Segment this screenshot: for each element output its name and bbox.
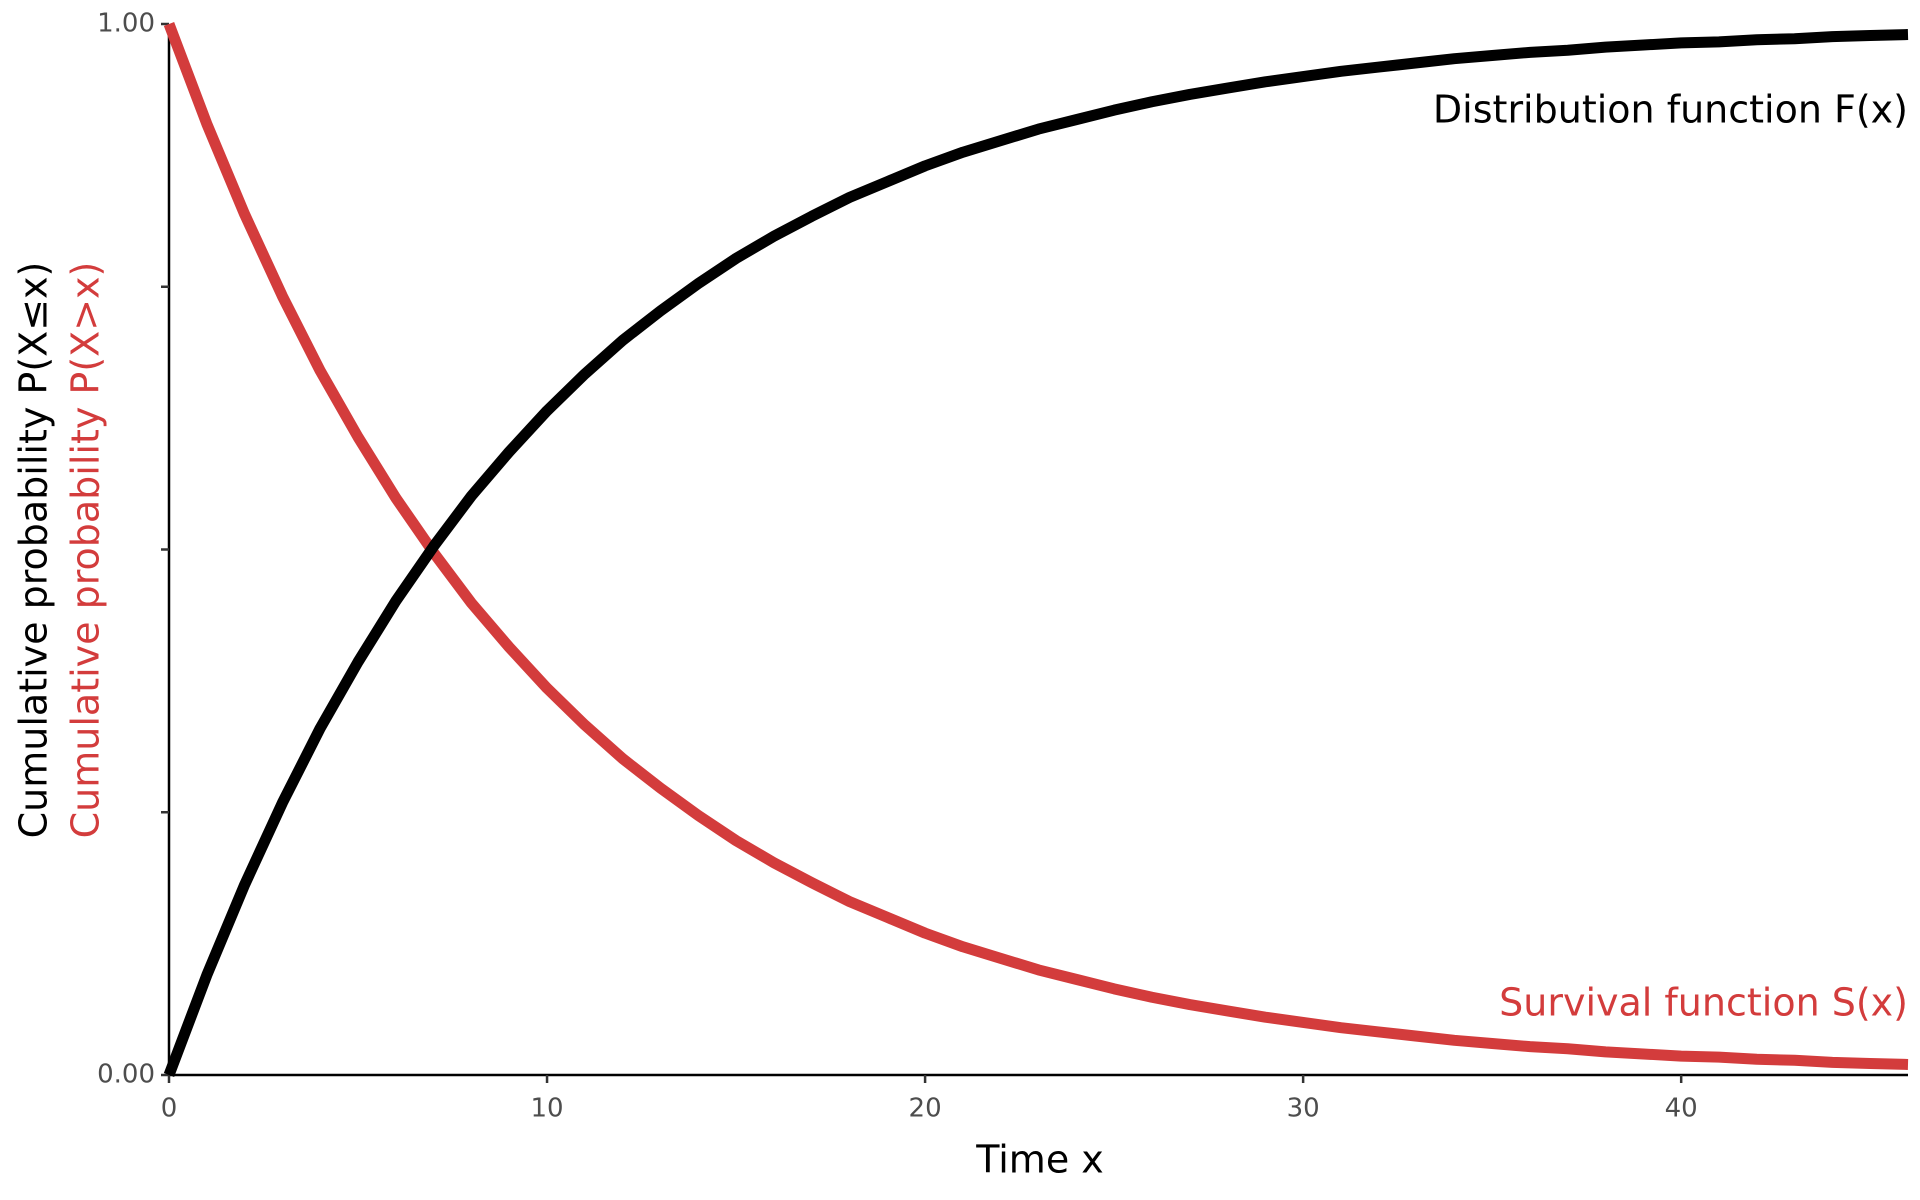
x-axis-label: Time x	[975, 1138, 1104, 1182]
series-label: Distribution function F(x)	[1433, 88, 1908, 132]
x-tick-label: 20	[909, 1094, 942, 1124]
x-tick-label: 10	[530, 1094, 563, 1124]
y-tick-label: 0.00	[97, 1060, 155, 1090]
y-axis-label-2: Cumulative probability P(X>x)	[64, 262, 108, 839]
series-label: Survival function S(x)	[1499, 981, 1908, 1025]
x-tick-label: 30	[1287, 1094, 1320, 1124]
y-axis-label: Cumulative probability P(X≤x)	[12, 262, 56, 839]
line-series	[163, 29, 1909, 1077]
line-series	[163, 22, 1909, 1070]
x-tick-label: 0	[161, 1094, 178, 1124]
x-tick-label: 40	[1665, 1094, 1698, 1124]
y-tick-label: 1.00	[97, 9, 155, 39]
